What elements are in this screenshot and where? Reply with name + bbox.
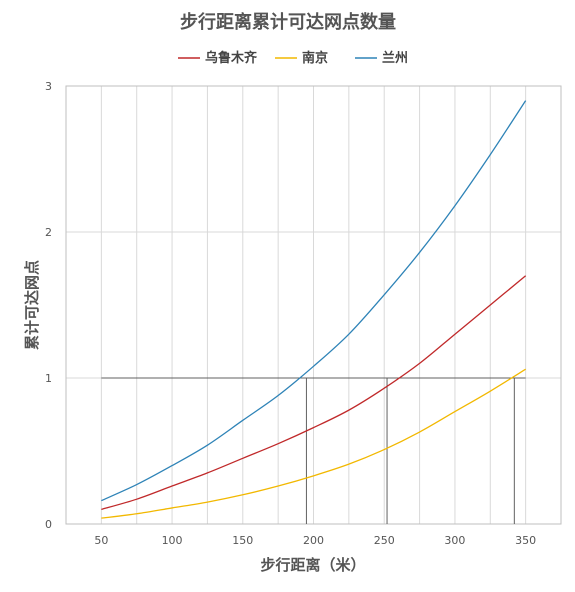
legend-item: 兰州 [355,50,408,66]
legend-item: 南京 [275,50,328,66]
reference-lines [101,377,526,524]
legend-label: 乌鲁木齐 [205,50,258,66]
x-tick-label: 150 [232,534,253,547]
y-tick-label: 3 [45,80,52,93]
plot-frame [65,85,562,525]
y-axis-label: 累计可达网点 [23,260,41,350]
y-axis-ticks: 0 1 2 3 [45,80,52,531]
series-line-2 [101,100,527,502]
x-axis-ticks: 50 100 150 200 250 300 350 [94,534,536,547]
x-tick-label: 350 [515,534,536,547]
legend-item: 乌鲁木齐 [178,50,258,66]
x-tick-label: 200 [303,534,324,547]
series-lines [101,100,527,519]
series-line-1 [101,368,526,519]
y-tick-label: 2 [45,226,52,239]
legend: 乌鲁木齐 南京 兰州 [178,50,408,66]
x-tick-label: 100 [162,534,183,547]
y-tick-label: 1 [45,372,52,385]
chart-title: 步行距离累计可达网点数量 [180,11,396,33]
x-tick-label: 300 [444,534,465,547]
x-tick-label: 50 [94,534,108,547]
x-tick-label: 250 [374,534,395,547]
legend-label: 南京 [302,50,328,66]
x-axis-label: 步行距离（米） [260,556,365,574]
grid [66,86,561,524]
legend-label: 兰州 [382,50,408,66]
y-tick-label: 0 [45,518,52,531]
series-line-0 [101,275,527,511]
